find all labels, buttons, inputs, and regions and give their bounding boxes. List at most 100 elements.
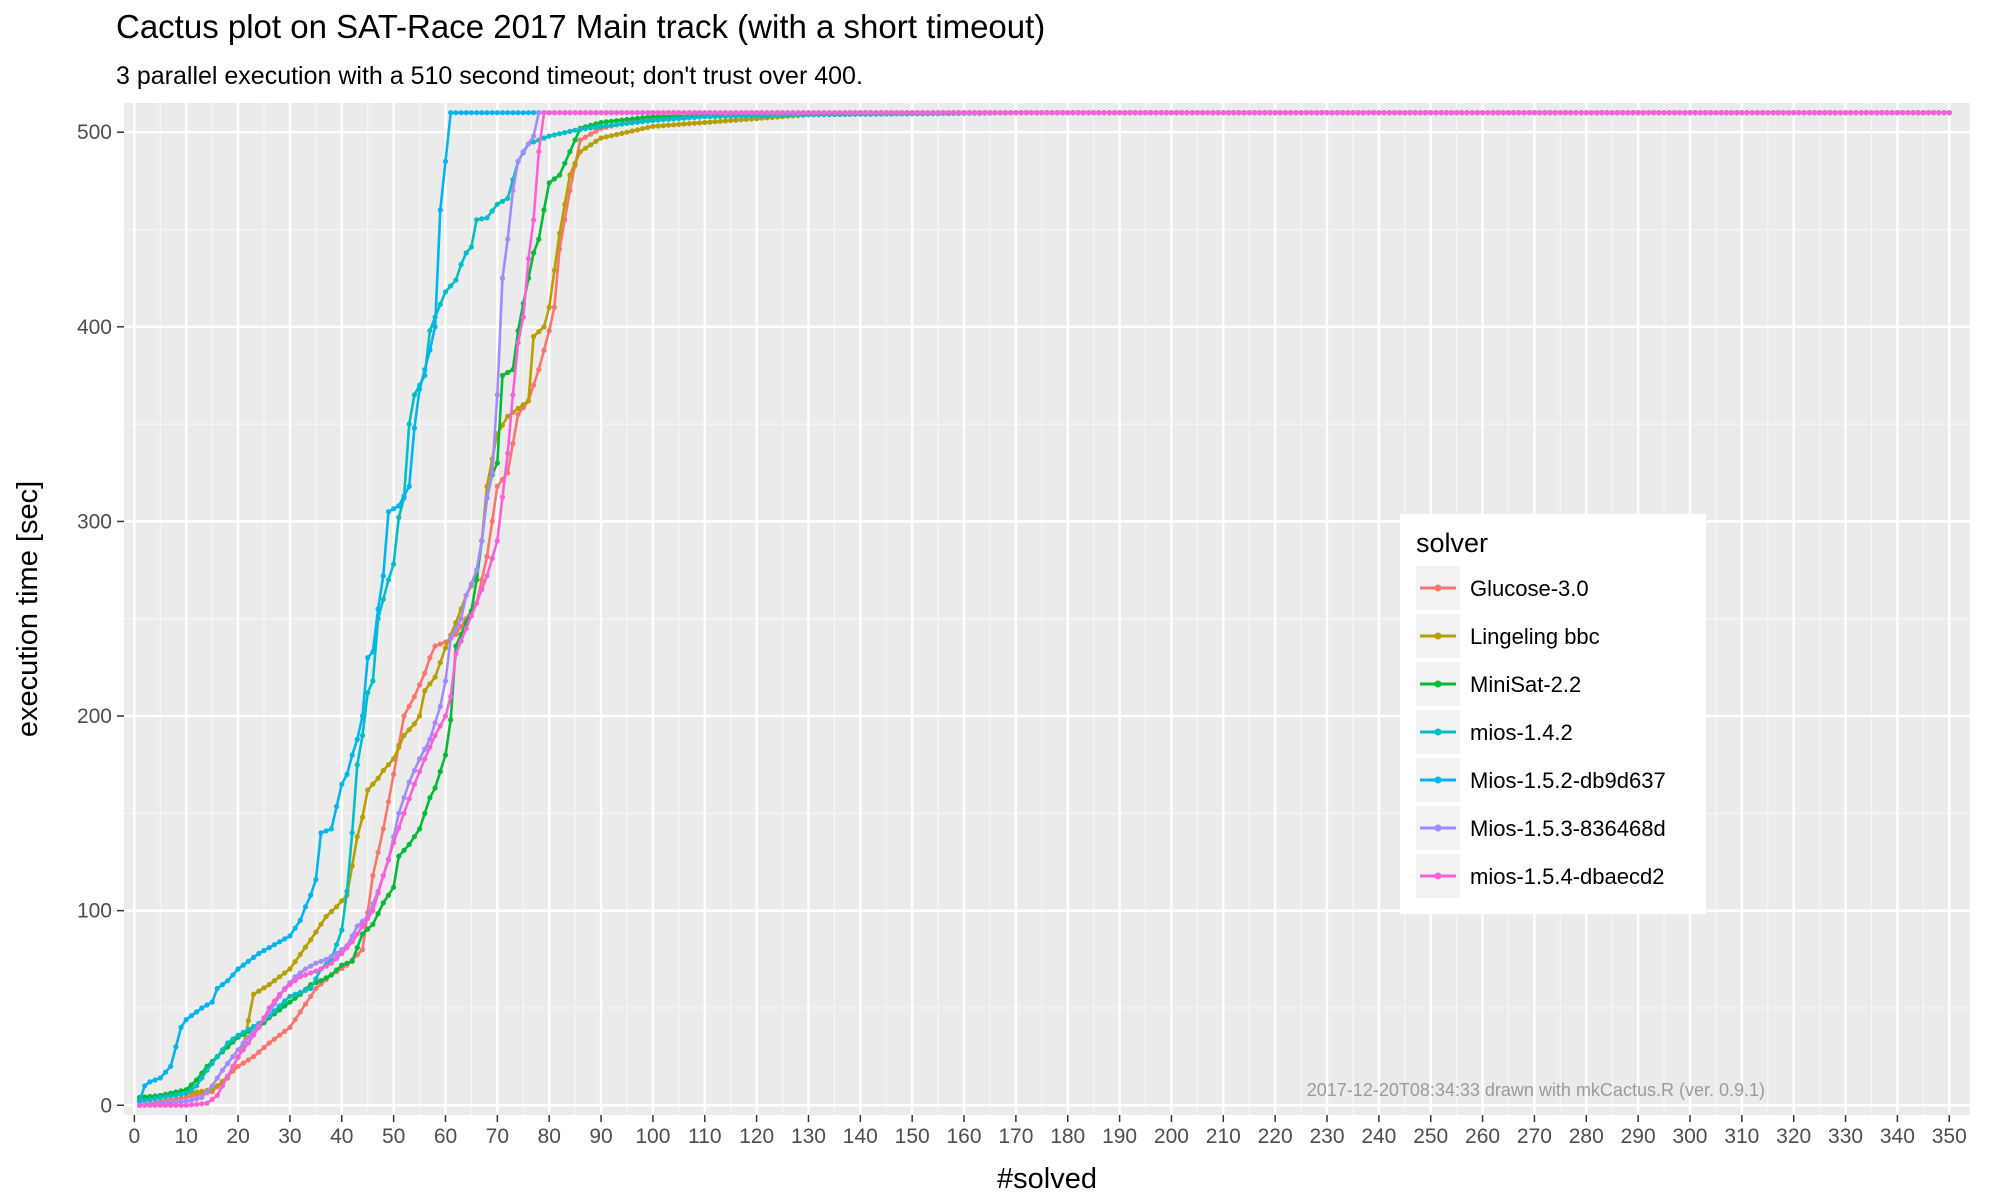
data-point: [686, 121, 692, 127]
data-point: [645, 118, 651, 124]
data-point: [209, 1060, 215, 1066]
data-point: [354, 923, 360, 929]
data-point: [1251, 110, 1257, 116]
data-point: [359, 923, 366, 929]
data-point: [748, 110, 755, 116]
data-point: [484, 110, 490, 116]
data-point: [334, 955, 340, 961]
data-point: [1075, 110, 1081, 116]
data-point: [1236, 110, 1242, 116]
data-point: [240, 1047, 246, 1053]
data-point: [1858, 110, 1864, 116]
x-tick-label: 200: [1154, 1125, 1189, 1148]
data-point: [406, 727, 412, 733]
data-point: [1184, 110, 1190, 116]
data-point: [328, 826, 334, 832]
data-point: [1106, 110, 1112, 116]
data-point: [925, 110, 931, 116]
data-point: [614, 110, 620, 116]
data-point: [417, 826, 423, 832]
data-point: [370, 873, 376, 879]
data-point: [282, 970, 288, 976]
data-point: [411, 425, 417, 431]
data-point: [997, 110, 1003, 116]
data-point: [235, 1047, 241, 1053]
data-point: [323, 828, 329, 834]
data-point: [1096, 110, 1102, 116]
data-point: [194, 1009, 200, 1015]
data-point: [427, 744, 433, 750]
x-tick-label: 310: [1724, 1125, 1759, 1148]
data-point: [577, 137, 583, 143]
data-point: [437, 301, 443, 307]
data-point: [391, 884, 397, 890]
data-point: [308, 963, 314, 969]
data-point: [277, 974, 283, 980]
data-point: [1490, 110, 1496, 116]
data-point: [1562, 110, 1569, 116]
data-point: [691, 110, 698, 116]
data-point: [826, 110, 832, 116]
data-point: [603, 123, 609, 129]
data-point: [334, 967, 340, 973]
data-point: [339, 781, 345, 787]
data-point: [1122, 110, 1128, 116]
data-point: [1801, 110, 1807, 116]
data-point: [240, 1040, 246, 1046]
x-tick-label: 150: [895, 1125, 930, 1148]
data-point: [1568, 110, 1574, 116]
data-point: [448, 635, 454, 641]
data-point: [251, 954, 257, 961]
data-point: [1734, 110, 1740, 116]
data-point: [603, 119, 609, 125]
data-point: [219, 1083, 226, 1089]
data-point: [582, 110, 589, 116]
data-point: [1282, 110, 1289, 116]
data-point: [733, 110, 739, 116]
data-point: [1713, 110, 1719, 116]
data-point: [790, 110, 796, 116]
data-point: [194, 1096, 200, 1102]
data-point: [474, 110, 480, 116]
data-point: [178, 1024, 184, 1030]
x-tick-label: 40: [330, 1125, 353, 1148]
data-point: [442, 645, 449, 651]
data-point: [582, 134, 589, 140]
data-point: [645, 124, 651, 131]
data-point: [411, 781, 417, 787]
data-point: [1049, 110, 1055, 116]
data-point: [1174, 110, 1180, 116]
data-point: [277, 1003, 283, 1009]
data-point: [536, 236, 542, 242]
data-point: [422, 688, 428, 694]
data-point: [1645, 110, 1652, 116]
data-point: [417, 713, 423, 719]
data-point: [225, 978, 231, 984]
data-point: [271, 1008, 277, 1014]
data-point: [302, 904, 309, 910]
data-point: [437, 659, 443, 666]
data-point: [598, 119, 604, 126]
data-point: [582, 145, 589, 151]
data-point: [608, 118, 615, 124]
data-point: [1765, 110, 1771, 116]
data-point: [349, 863, 355, 869]
data-point: [370, 908, 376, 914]
data-point: [334, 942, 340, 948]
data-point: [474, 577, 480, 583]
y-tick-label: 0: [100, 1094, 112, 1117]
data-point: [188, 1082, 194, 1088]
data-point: [935, 110, 941, 116]
data-point: [427, 347, 433, 353]
data-point: [1874, 110, 1880, 116]
x-tick-label: 90: [589, 1125, 612, 1148]
data-point: [1594, 110, 1600, 116]
data-point: [168, 1093, 174, 1099]
data-point: [458, 623, 464, 630]
data-point: [235, 966, 241, 972]
data-point: [401, 493, 407, 499]
data-point: [245, 1057, 251, 1063]
data-point: [1132, 110, 1138, 116]
data-point: [453, 625, 459, 632]
data-point: [531, 382, 537, 388]
